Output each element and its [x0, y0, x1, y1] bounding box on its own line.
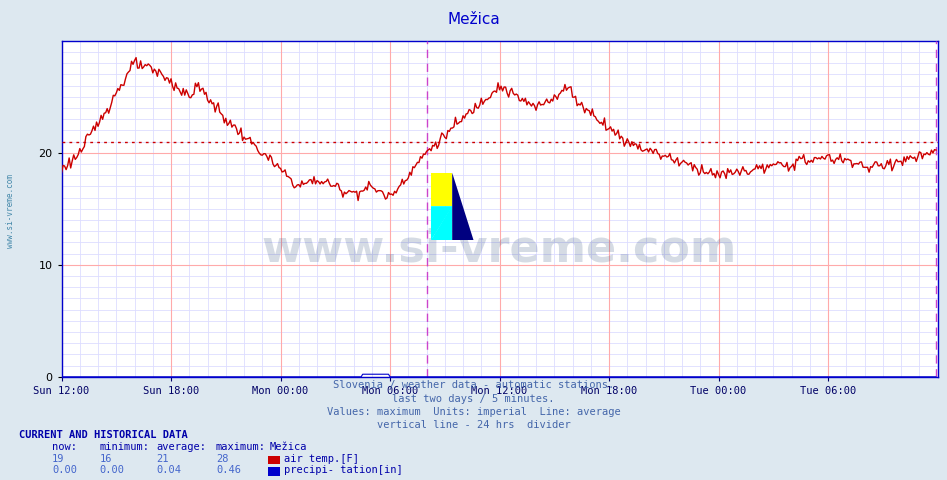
- Text: 0.04: 0.04: [156, 465, 181, 475]
- Bar: [431, 173, 453, 206]
- Text: 19: 19: [52, 454, 64, 464]
- Polygon shape: [431, 206, 453, 240]
- Polygon shape: [453, 173, 474, 240]
- Polygon shape: [431, 206, 453, 240]
- Text: maximum:: maximum:: [216, 442, 266, 452]
- Polygon shape: [431, 173, 453, 206]
- Text: air temp.[F]: air temp.[F]: [284, 454, 359, 464]
- Text: 16: 16: [99, 454, 112, 464]
- Text: Mežica: Mežica: [447, 12, 500, 27]
- Text: Slovenia / weather data - automatic stations.: Slovenia / weather data - automatic stat…: [333, 380, 614, 390]
- Text: CURRENT AND HISTORICAL DATA: CURRENT AND HISTORICAL DATA: [19, 430, 188, 440]
- Text: www.si-vreme.com: www.si-vreme.com: [262, 228, 737, 271]
- Text: last two days / 5 minutes.: last two days / 5 minutes.: [392, 394, 555, 404]
- Text: 0.00: 0.00: [99, 465, 124, 475]
- Text: average:: average:: [156, 442, 206, 452]
- Text: 0.00: 0.00: [52, 465, 77, 475]
- Text: now:: now:: [52, 442, 77, 452]
- Text: www.si-vreme.com: www.si-vreme.com: [6, 174, 15, 248]
- Text: precipi- tation[in]: precipi- tation[in]: [284, 465, 402, 475]
- Text: Mežica: Mežica: [270, 442, 308, 452]
- Text: 28: 28: [216, 454, 228, 464]
- Text: 21: 21: [156, 454, 169, 464]
- Text: Values: maximum  Units: imperial  Line: average: Values: maximum Units: imperial Line: av…: [327, 407, 620, 417]
- Text: 0.46: 0.46: [216, 465, 241, 475]
- Text: minimum:: minimum:: [99, 442, 150, 452]
- Polygon shape: [431, 206, 453, 240]
- Text: vertical line - 24 hrs  divider: vertical line - 24 hrs divider: [377, 420, 570, 431]
